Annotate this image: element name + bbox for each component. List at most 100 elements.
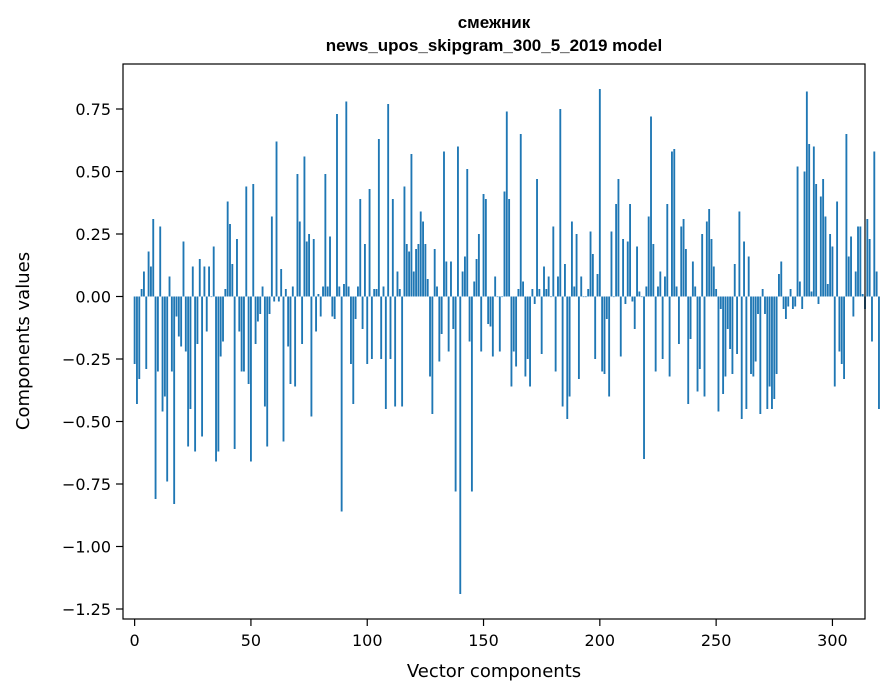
- bar-11: [159, 226, 162, 297]
- bar-261: [740, 296, 743, 419]
- bar-246: [705, 221, 708, 297]
- bar-43: [233, 296, 236, 449]
- bar-136: [450, 261, 452, 297]
- bar-91: [345, 101, 348, 297]
- bar-63: [280, 269, 283, 297]
- bar-300: [831, 246, 834, 297]
- bar-70: [296, 174, 299, 297]
- bar-27: [196, 296, 199, 344]
- bar-93: [350, 296, 352, 364]
- bar-209: [619, 296, 622, 357]
- bar-207: [615, 204, 618, 297]
- bar-291: [810, 291, 813, 297]
- bar-133: [443, 151, 445, 297]
- bar-281: [787, 296, 790, 307]
- bar-39: [224, 289, 227, 297]
- bar-55: [261, 286, 264, 297]
- bar-269: [759, 296, 762, 414]
- bar-167: [522, 281, 524, 297]
- bar-135: [447, 296, 450, 352]
- bar-51: [252, 184, 255, 297]
- y-tick-label: 0.50: [75, 163, 111, 182]
- bar-211: [624, 296, 627, 304]
- bar-1: [136, 296, 138, 404]
- bar-197: [591, 254, 594, 297]
- bar-231: [671, 151, 673, 297]
- bar-162: [510, 296, 513, 387]
- bar-262: [743, 241, 745, 297]
- bar-127: [429, 296, 431, 377]
- bar-14: [166, 296, 169, 482]
- bar-99: [363, 244, 366, 297]
- bar-153: [489, 296, 492, 327]
- bar-255: [726, 296, 729, 329]
- bar-85: [331, 296, 334, 317]
- bar-179: [550, 296, 552, 298]
- bar-285: [796, 166, 799, 297]
- plot-frame: [122, 63, 866, 620]
- bar-198: [594, 296, 597, 359]
- bar-104: [375, 289, 378, 297]
- bar-229: [666, 204, 669, 297]
- bar-319: [875, 271, 878, 297]
- bar-67: [289, 296, 292, 384]
- bar-111: [391, 199, 394, 297]
- bar-9: [154, 296, 157, 499]
- bar-131: [438, 296, 441, 362]
- bar-208: [617, 179, 620, 297]
- bar-46: [240, 296, 243, 372]
- bar-193: [582, 296, 585, 298]
- bar-225: [657, 286, 659, 297]
- bar-263: [745, 296, 748, 409]
- bar-247: [708, 209, 711, 297]
- bar-235: [680, 226, 683, 297]
- bar-293: [815, 184, 818, 297]
- bar-158: [501, 296, 504, 298]
- bar-218: [640, 296, 643, 298]
- y-tick-label: −0.75: [62, 475, 111, 494]
- bar-180: [552, 226, 555, 297]
- x-tick-label: 200: [585, 631, 616, 650]
- bar-100: [366, 296, 369, 364]
- bar-273: [768, 296, 771, 387]
- bar-172: [533, 296, 536, 304]
- bar-97: [359, 199, 362, 297]
- y-tick-label: −0.25: [62, 350, 111, 369]
- bar-280: [784, 296, 787, 319]
- bar-143: [466, 169, 469, 297]
- bar-15: [168, 276, 171, 297]
- bar-254: [724, 296, 727, 377]
- bar-3: [140, 289, 143, 297]
- bar-134: [445, 261, 448, 297]
- bar-149: [480, 296, 483, 352]
- bar-80: [319, 296, 322, 317]
- bar-138: [454, 296, 457, 492]
- chart-title: смежник: [458, 13, 531, 32]
- bar-242: [696, 296, 699, 392]
- bar-69: [294, 296, 297, 387]
- bar-64: [282, 296, 285, 442]
- bar-233: [675, 286, 678, 297]
- bar-141: [461, 271, 464, 297]
- bar-189: [573, 286, 576, 297]
- y-axis-label: Components values: [13, 252, 34, 430]
- bar-137: [452, 296, 455, 329]
- bar-38: [222, 296, 224, 342]
- bar-87: [336, 114, 338, 297]
- bar-251: [717, 296, 720, 412]
- bar-7: [149, 266, 152, 297]
- x-tick-label: 0: [130, 631, 140, 650]
- bar-315: [866, 219, 869, 297]
- bar-144: [468, 296, 471, 342]
- bar-166: [519, 134, 522, 297]
- bar-58: [268, 296, 271, 314]
- bar-61: [275, 141, 278, 297]
- bar-120: [412, 271, 415, 297]
- bar-126: [426, 279, 429, 297]
- bar-271: [764, 296, 766, 314]
- bar-248: [710, 239, 713, 297]
- bar-25: [191, 266, 194, 297]
- bar-59: [270, 216, 273, 297]
- bar-282: [789, 289, 792, 297]
- bar-220: [645, 286, 648, 297]
